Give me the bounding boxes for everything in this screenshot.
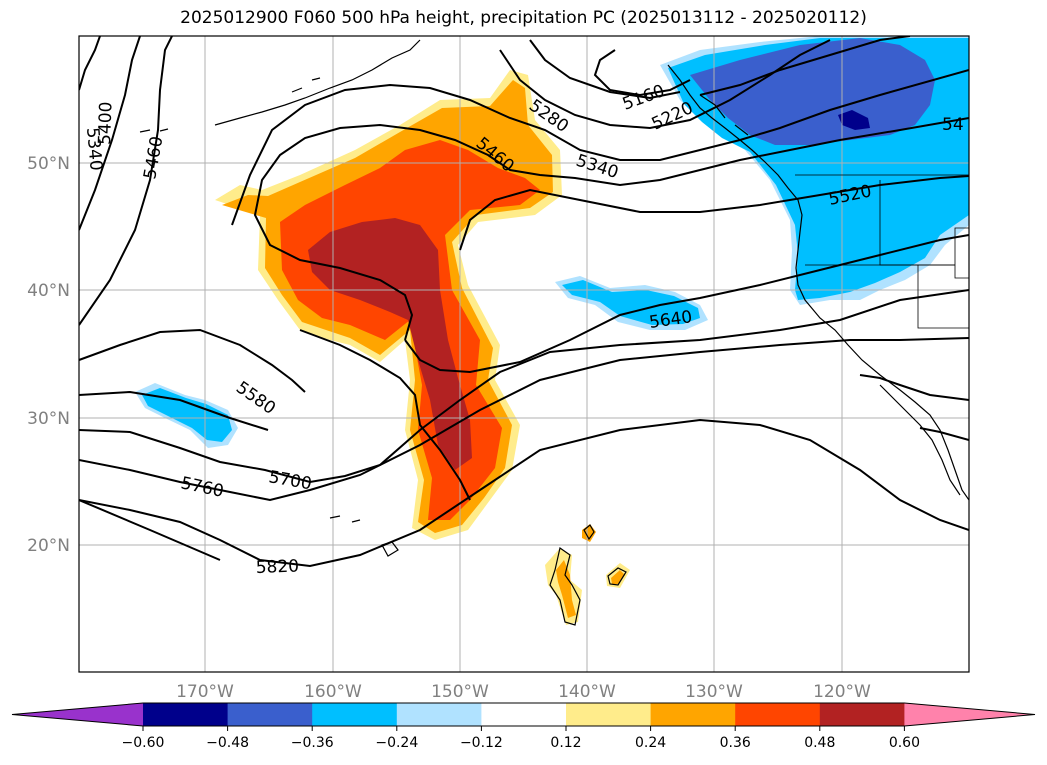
colorbar-tick-label: −0.24: [375, 735, 418, 751]
colorbar-tick-label: −0.36: [291, 735, 334, 751]
lon-tick: 150°W: [431, 682, 489, 702]
height-contours: [79, 36, 969, 568]
colorbar-tick-label: −0.60: [122, 735, 165, 751]
colorbar-bin: [735, 703, 821, 726]
negative-precip-anomaly: [135, 36, 969, 448]
lon-tick: 170°W: [176, 682, 234, 702]
lon-axis: 170°W 160°W 150°W 140°W 130°W 120°W: [176, 682, 871, 702]
contour-label: 54: [942, 115, 964, 135]
colorbar-tick-label: 0.36: [720, 735, 751, 751]
colorbar-bin: [566, 703, 652, 726]
lon-tick: 140°W: [558, 682, 616, 702]
colorbar-tick-label: 0.60: [889, 735, 920, 751]
contour-label: 5400: [95, 101, 116, 145]
colorbar-bin: [312, 703, 398, 726]
lat-tick: 30°N: [27, 409, 70, 429]
positive-precip-anomaly: [215, 70, 630, 625]
colorbar-extend-high: [904, 703, 1035, 726]
colorbar-bin: [650, 703, 736, 726]
colorbar-tick-label: −0.48: [206, 735, 249, 751]
colorbar-bin: [143, 703, 229, 726]
colorbar-bin: [819, 703, 905, 726]
lon-tick: 160°W: [304, 682, 362, 702]
colorbar-extend-low: [12, 703, 143, 726]
lat-tick: 20°N: [27, 536, 70, 556]
colorbar-tick-label: 0.48: [804, 735, 835, 751]
map-frame: [78, 35, 970, 673]
lat-axis: 50°N 40°N 30°N 20°N: [27, 154, 70, 556]
map-title: 2025012900 F060 500 hPa height, precipit…: [180, 8, 867, 28]
gridlines: [79, 36, 969, 672]
contour-label: 5340: [82, 127, 106, 172]
colorbar: −0.60 −0.48 −0.36 −0.24 −0.12 0.12 0.24 0.36 0.4…: [11, 702, 1036, 751]
lon-tick: 130°W: [685, 682, 743, 702]
coastlines: [139, 39, 969, 626]
contour-label: 5820: [255, 556, 299, 577]
colorbar-bin: [227, 703, 313, 726]
colorbar-tick-label: 0.24: [635, 735, 666, 751]
colorbar-bin: [396, 703, 482, 726]
colorbar-bin: [481, 703, 567, 726]
lat-tick: 40°N: [27, 281, 70, 301]
borders: [795, 174, 969, 329]
lon-tick: 120°W: [813, 682, 871, 702]
lat-tick: 50°N: [27, 154, 70, 174]
colorbar-tick-label: −0.12: [460, 735, 503, 751]
colorbar-tick-label: 0.12: [550, 735, 581, 751]
